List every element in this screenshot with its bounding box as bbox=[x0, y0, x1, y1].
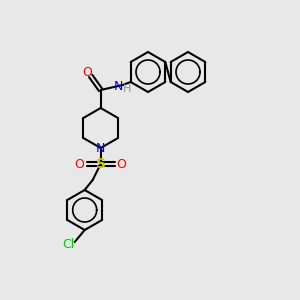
Text: S: S bbox=[96, 157, 106, 171]
Text: H: H bbox=[122, 84, 131, 94]
Text: O: O bbox=[117, 158, 127, 170]
Text: N: N bbox=[96, 142, 105, 154]
Text: Cl: Cl bbox=[63, 238, 75, 251]
Text: O: O bbox=[83, 65, 93, 79]
Text: O: O bbox=[75, 158, 85, 170]
Text: N: N bbox=[114, 80, 123, 94]
